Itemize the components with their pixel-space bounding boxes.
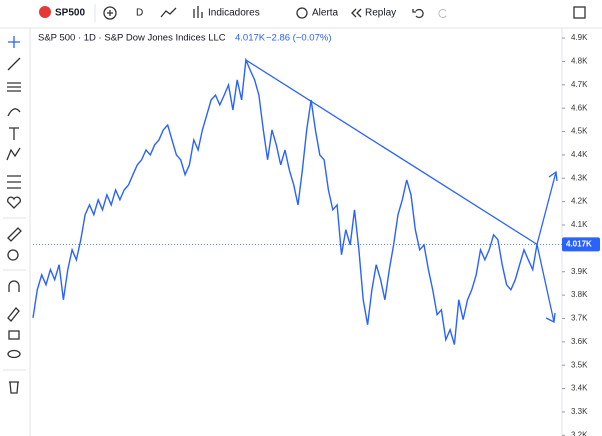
magnet-tool[interactable] [8,280,20,292]
remove-tool[interactable] [9,381,19,394]
pattern-tool[interactable] [6,147,21,161]
y-tick-label: 4.4K [571,150,588,159]
prediction-tool[interactable] [7,175,21,189]
y-tick-label: 3.5K [571,360,588,369]
plot: 3.2K 3.3K 3.4K 3.5K 3.6K 3.7K 3.8K 3.9K 4.1K 4.2K… [32,28,600,436]
legend-last: 4.017K [235,33,266,44]
hide-tool[interactable] [7,349,21,359]
replay[interactable]: Replay [365,8,396,19]
y-tick-label: 4.1K [571,220,588,229]
stay-drawing[interactable] [7,307,20,322]
icon-tool[interactable] [7,196,21,209]
brush-tool[interactable] [7,108,21,117]
symbol-logo [39,6,51,18]
y-tick-label: 4.5K [571,127,588,136]
y-tick-label: 4.6K [571,103,588,112]
arrow-up [536,170,558,245]
top-toolbar [0,0,602,28]
redo[interactable] [438,9,447,18]
interval[interactable]: D [136,8,143,19]
indicators[interactable]: Indicadores [208,8,260,19]
y-tick-label: 3.4K [571,384,588,393]
measure-tool[interactable] [7,227,22,242]
zoom-tool[interactable] [7,249,19,261]
chart-title: S&P 500 · 1D · S&P Dow Jones Indices LLC [38,33,226,44]
add-symbol[interactable] [103,6,117,20]
lock-tool[interactable] [8,330,20,340]
y-tick-label: 4.9K [571,33,588,42]
last-price-tag [562,237,600,252]
y-tick-label: 4.3K [571,173,588,182]
y-tick-label: 4.2K [571,197,588,206]
y-tick-label: 3.2K [571,430,588,436]
price-line [32,57,538,345]
fullscreen[interactable] [573,6,586,19]
y-tick-label: 3.6K [571,337,588,346]
crosshair-tool[interactable] [8,36,20,48]
symbol-button[interactable]: SP500 [39,6,85,19]
symbol[interactable]: SP500 [55,8,85,19]
alert[interactable]: Alerta [312,8,339,19]
last-price-label: 4.017K [566,239,592,248]
y-tick-label: 4.7K [571,80,588,89]
y-tick-label: 3.7K [571,314,588,323]
chart-type[interactable] [160,7,177,18]
arrow-down [536,244,556,323]
text-tool[interactable] [9,127,19,140]
y-tick-label: 3.8K [571,290,588,299]
fib-tool[interactable] [7,82,21,92]
y-tick-label: 4.8K [571,57,588,66]
y-tick-label: 3.3K [571,407,588,416]
legend-change: −2.86 (−0.07%) [266,33,332,44]
undo[interactable] [412,8,424,19]
replay-button[interactable]: Replay [351,8,396,19]
trend-line [245,59,538,245]
drawing-tools [3,36,26,394]
trendline-tool[interactable] [7,57,21,71]
y-tick-label: 3.9K [571,267,588,276]
indicators-button[interactable]: Indicadores [193,6,260,19]
alert-button[interactable]: Alerta [296,7,339,19]
